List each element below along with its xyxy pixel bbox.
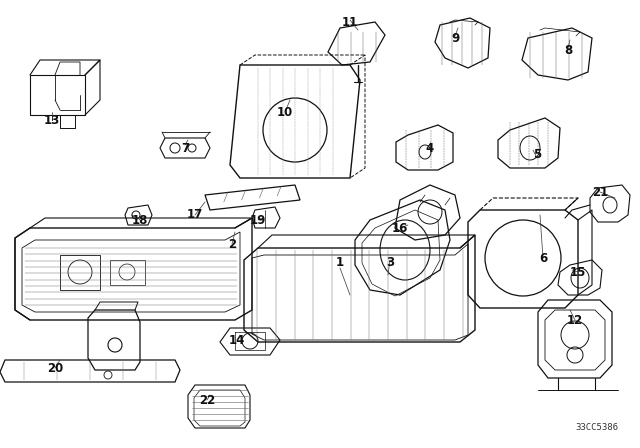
Text: 16: 16 <box>392 221 408 234</box>
Text: 21: 21 <box>592 185 608 198</box>
Text: 7: 7 <box>181 142 189 155</box>
Text: 8: 8 <box>564 43 572 56</box>
Text: 14: 14 <box>229 333 245 346</box>
Text: 33CC5386: 33CC5386 <box>575 423 618 432</box>
Text: 13: 13 <box>44 113 60 126</box>
Text: 6: 6 <box>539 251 547 264</box>
Text: 19: 19 <box>250 214 266 227</box>
Text: 20: 20 <box>47 362 63 375</box>
Text: 10: 10 <box>277 105 293 119</box>
Text: 2: 2 <box>228 237 236 250</box>
Text: 3: 3 <box>386 255 394 268</box>
Text: 15: 15 <box>570 266 586 279</box>
Text: 18: 18 <box>132 214 148 227</box>
Text: 4: 4 <box>426 142 434 155</box>
Text: 12: 12 <box>567 314 583 327</box>
Text: 11: 11 <box>342 16 358 29</box>
Text: 22: 22 <box>199 393 215 406</box>
Text: 1: 1 <box>336 255 344 268</box>
Text: 17: 17 <box>187 208 203 221</box>
Text: 5: 5 <box>533 148 541 161</box>
Text: 9: 9 <box>451 31 459 44</box>
